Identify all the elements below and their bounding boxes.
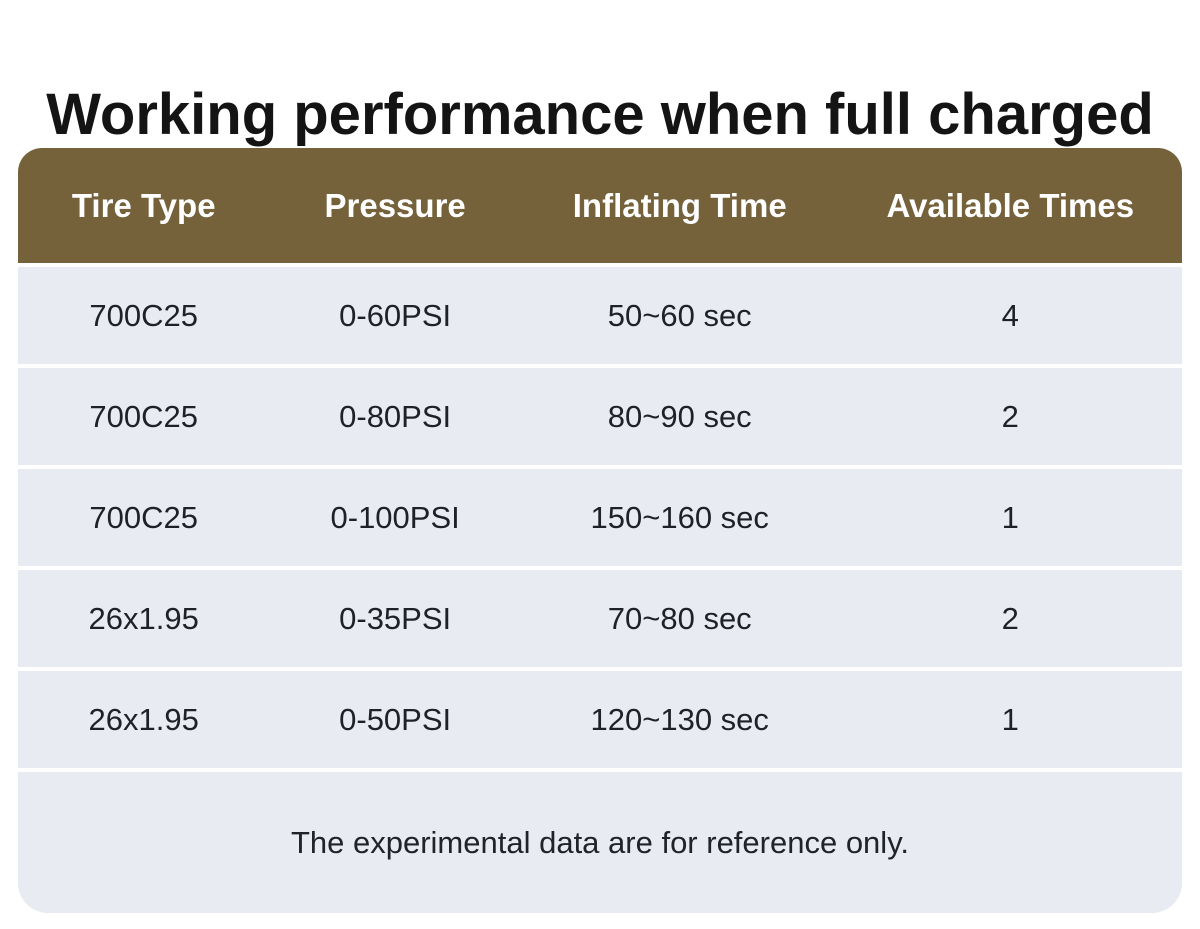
cell-inflating-time: 50~60 sec	[607, 297, 752, 333]
column-header-available-times: Available Times	[886, 186, 1135, 224]
cell-available-times: 2	[1001, 398, 1019, 434]
cell-tire-type: 700C25	[89, 499, 198, 535]
cell-pressure: 0-80PSI	[339, 398, 452, 434]
cell-available-times: 4	[1001, 297, 1019, 333]
cell-inflating-time: 150~160 sec	[590, 499, 769, 535]
cell-pressure: 0-50PSI	[339, 701, 452, 737]
table-row: 700C25 0-100PSI 150~160 sec 1	[18, 469, 1182, 566]
table-row: 26x1.95 0-35PSI 70~80 sec 2	[18, 570, 1182, 667]
cell-tire-type: 26x1.95	[88, 701, 199, 737]
cell-inflating-time: 80~90 sec	[607, 398, 752, 434]
cell-available-times: 2	[1001, 600, 1019, 636]
cell-tire-type: 26x1.95	[88, 600, 199, 636]
cell-inflating-time: 70~80 sec	[607, 600, 752, 636]
cell-tire-type: 700C25	[89, 297, 198, 333]
table-footer: The experimental data are for reference …	[18, 772, 1182, 913]
column-header-inflating-time: Inflating Time	[572, 186, 787, 224]
table-row: 700C25 0-80PSI 80~90 sec 2	[18, 368, 1182, 465]
table-row: 700C25 0-60PSI 50~60 sec 4	[18, 267, 1182, 364]
cell-pressure: 0-35PSI	[339, 600, 452, 636]
cell-inflating-time: 120~130 sec	[590, 701, 769, 737]
cell-pressure: 0-100PSI	[330, 499, 460, 535]
cell-available-times: 1	[1001, 701, 1019, 737]
cell-tire-type: 700C25	[89, 398, 198, 434]
footnote-text: The experimental data are for reference …	[290, 824, 910, 860]
cell-pressure: 0-60PSI	[339, 297, 452, 333]
column-header-pressure: Pressure	[324, 186, 466, 224]
table-header-row: Tire Type Pressure Inflating Time Availa…	[18, 148, 1182, 263]
column-header-tire-type: Tire Type	[71, 186, 216, 224]
performance-table: Tire Type Pressure Inflating Time Availa…	[18, 148, 1182, 913]
page-title: Working performance when full charged	[46, 81, 1154, 147]
cell-available-times: 1	[1001, 499, 1019, 535]
table-row: 26x1.95 0-50PSI 120~130 sec 1	[18, 671, 1182, 768]
